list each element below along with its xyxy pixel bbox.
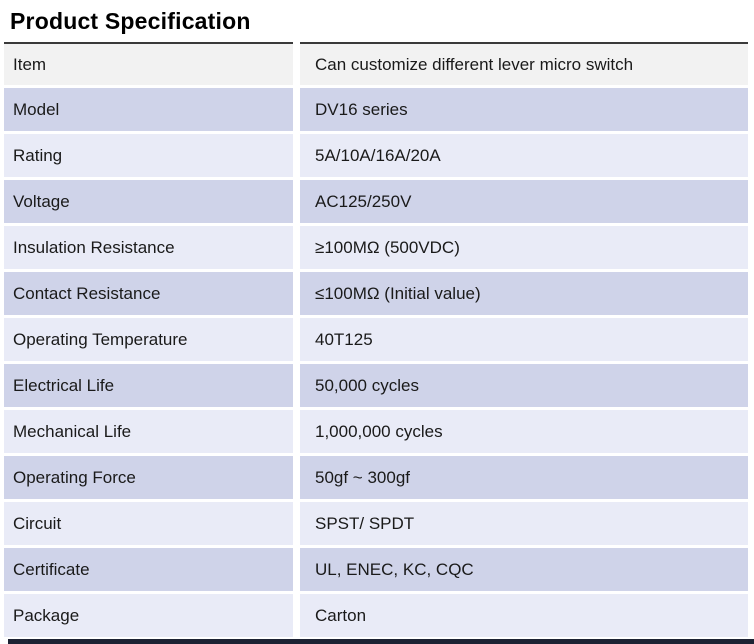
spec-value: 40T125	[300, 318, 748, 361]
spec-value: 50,000 cycles	[300, 364, 748, 407]
spec-label: Contact Resistance	[4, 272, 293, 315]
table-row: Voltage AC125/250V	[4, 180, 748, 223]
spec-label: Certificate	[4, 548, 293, 591]
spec-label: Insulation Resistance	[4, 226, 293, 269]
spec-label: Electrical Life	[4, 364, 293, 407]
spec-label: Model	[4, 88, 293, 131]
section-divider-bar	[8, 639, 754, 644]
spec-value: AC125/250V	[300, 180, 748, 223]
spec-value: UL, ENEC, KC, CQC	[300, 548, 748, 591]
spec-label: Item	[4, 42, 293, 85]
spec-value: 5A/10A/16A/20A	[300, 134, 748, 177]
spec-value: ≤100MΩ (Initial value)	[300, 272, 748, 315]
spec-label: Operating Temperature	[4, 318, 293, 361]
table-row: Mechanical Life 1,000,000 cycles	[4, 410, 748, 453]
table-row: Package Carton	[4, 594, 748, 637]
spec-value: Carton	[300, 594, 748, 637]
specification-table: Item Can customize different lever micro…	[4, 42, 748, 637]
table-row: Operating Force 50gf ~ 300gf	[4, 456, 748, 499]
table-row: Insulation Resistance ≥100MΩ (500VDC)	[4, 226, 748, 269]
spec-value: ≥100MΩ (500VDC)	[300, 226, 748, 269]
table-row: Operating Temperature 40T125	[4, 318, 748, 361]
spec-label: Circuit	[4, 502, 293, 545]
spec-value: 1,000,000 cycles	[300, 410, 748, 453]
spec-label: Rating	[4, 134, 293, 177]
table-row: Rating 5A/10A/16A/20A	[4, 134, 748, 177]
table-row: Model DV16 series	[4, 88, 748, 131]
table-row: Electrical Life 50,000 cycles	[4, 364, 748, 407]
spec-value: DV16 series	[300, 88, 748, 131]
spec-value: SPST/ SPDT	[300, 502, 748, 545]
spec-label: Operating Force	[4, 456, 293, 499]
table-row: Circuit SPST/ SPDT	[4, 502, 748, 545]
spec-label: Package	[4, 594, 293, 637]
table-row: Certificate UL, ENEC, KC, CQC	[4, 548, 748, 591]
page-title: Product Specification	[10, 8, 251, 34]
table-row: Item Can customize different lever micro…	[4, 42, 748, 85]
spec-label: Voltage	[4, 180, 293, 223]
spec-value: Can customize different lever micro swit…	[300, 42, 748, 85]
spec-label: Mechanical Life	[4, 410, 293, 453]
table-row: Contact Resistance ≤100MΩ (Initial value…	[4, 272, 748, 315]
spec-value: 50gf ~ 300gf	[300, 456, 748, 499]
